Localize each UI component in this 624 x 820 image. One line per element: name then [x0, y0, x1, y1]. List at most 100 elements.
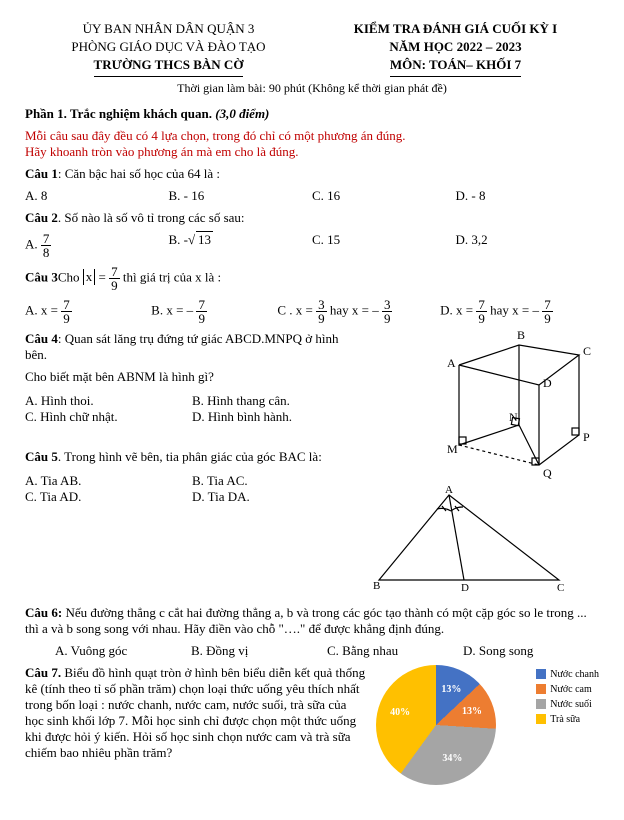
legend-swatch: [536, 714, 546, 724]
q2-opt-c: C. 15: [312, 232, 456, 259]
legend-swatch: [536, 684, 546, 694]
pie-chart: [376, 665, 496, 785]
school-name: TRƯỜNG THCS BÀN CỜ: [94, 56, 244, 76]
q3-num: Câu 3: [25, 269, 58, 284]
q2-opt-d: D. 3,2: [456, 232, 600, 259]
question-7-row: Câu 7. Biểu đồ hình quạt tròn ở hình bên…: [25, 665, 599, 800]
legend-item: Trà sữa: [536, 714, 599, 725]
q3-opt-c: C . x = 39 hay x = – 39: [277, 298, 436, 325]
part1-score: (3,0 điểm): [215, 106, 269, 121]
question-3: Câu 3Cho x = 79 thì giá trị của x là :: [25, 265, 599, 292]
svg-text:B: B: [517, 328, 525, 342]
triangle-figure: A B D C: [369, 485, 569, 595]
svg-text:D: D: [461, 582, 469, 594]
instruction-2: Hãy khoanh tròn vào phương án mà em cho …: [25, 144, 599, 160]
header-left: ỦY BAN NHÂN DÂN QUẬN 3 PHÒNG GIÁO DỤC VÀ…: [25, 20, 312, 77]
q3-options: A. x = 79 B. x = – 79 C . x = 39 hay x =…: [25, 298, 599, 325]
header-right: KIỂM TRA ĐÁNH GIÁ CUỐI KỲ I NĂM HỌC 2022…: [312, 20, 599, 77]
q2-stem: . Số nào là số vô tỉ trong các số sau:: [58, 210, 245, 225]
school-year: NĂM HỌC 2022 – 2023: [312, 38, 599, 56]
legend-label: Nước suối: [550, 699, 592, 710]
q5-opt-a: A. Tia AB.: [25, 473, 192, 489]
legend-label: Trà sữa: [550, 714, 580, 725]
q5-stem: . Trong hình vẽ bên, tia phân giác của g…: [58, 449, 322, 464]
q1-opt-a: A. 8: [25, 188, 169, 204]
q4-opt-b: B. Hình thang cân.: [192, 393, 359, 409]
q1-opt-d: D. - 8: [456, 188, 600, 204]
q4-sub: Cho biết mặt bên ABNM là hình gì?: [25, 369, 359, 385]
q4-opt-d: D. Hình bình hành.: [192, 409, 359, 425]
pie-slice-label: 40%: [390, 707, 410, 718]
question-4: Câu 4: Quan sát lăng trụ đứng tứ giác AB…: [25, 331, 359, 363]
q4-q5-row: Câu 4: Quan sát lăng trụ đứng tứ giác AB…: [25, 325, 599, 599]
q1-stem: : Căn bậc hai số học của 64 là :: [58, 166, 220, 181]
svg-text:Q: Q: [543, 466, 552, 480]
q4-opt-a: A. Hình thoi.: [25, 393, 192, 409]
q5-options-2: C. Tia AD. D. Tia DA.: [25, 489, 359, 505]
q6-options: A. Vuông góc B. Đồng vị C. Bằng nhau D. …: [25, 643, 599, 659]
q3-opt-a: A. x = 79: [25, 298, 147, 325]
instruction-1: Mỗi câu sau đây đều có 4 lựa chọn, trong…: [25, 128, 599, 144]
svg-text:A: A: [447, 356, 456, 370]
q4-q5-left: Câu 4: Quan sát lăng trụ đứng tứ giác AB…: [25, 325, 359, 505]
q4-stem: : Quan sát lăng trụ đứng tứ giác ABCD.MN…: [25, 331, 338, 362]
q5-opt-b: B. Tia AC.: [192, 473, 359, 489]
time-limit: Thời gian làm bài: 90 phút (Không kể thờ…: [25, 81, 599, 96]
q4-num: Câu 4: [25, 331, 58, 346]
q6-opt-b: B. Đồng vị: [191, 643, 327, 659]
svg-text:P: P: [583, 430, 590, 444]
legend-item: Nước suối: [536, 699, 599, 710]
part1-heading: Phần 1. Trắc nghiệm khách quan. (3,0 điể…: [25, 106, 599, 122]
part1-title: Phần 1. Trắc nghiệm khách quan.: [25, 106, 212, 121]
q3-pre: Cho: [58, 269, 83, 284]
question-5: Câu 5. Trong hình vẽ bên, tia phân giác …: [25, 449, 359, 465]
q2-opt-a: A. 78: [25, 232, 169, 259]
q4-opt-c: C. Hình chữ nhật.: [25, 409, 192, 425]
legend-swatch: [536, 669, 546, 679]
q4-options: A. Hình thoi. B. Hình thang cân.: [25, 393, 359, 409]
svg-text:M: M: [447, 442, 458, 456]
legend-label: Nước cam: [550, 684, 592, 695]
subject: MÔN: TOÁN– KHỐI 7: [390, 56, 521, 76]
q6-opt-a: A. Vuông góc: [55, 643, 191, 659]
q5-opt-d: D. Tia DA.: [192, 489, 359, 505]
q2-opt-b: B. -13: [169, 232, 313, 259]
q5-opt-c: C. Tia AD.: [25, 489, 192, 505]
legend-swatch: [536, 699, 546, 709]
q3-opt-d: D. x = 79 hay x = – 79: [440, 298, 599, 325]
q2-num: Câu 2: [25, 210, 58, 225]
q1-opt-b: B. - 16: [169, 188, 313, 204]
exam-title: KIỂM TRA ĐÁNH GIÁ CUỐI KỲ I: [312, 20, 599, 38]
pie-chart-container: 13%13%34%40%: [376, 665, 526, 800]
q4-options-2: C. Hình chữ nhật. D. Hình bình hành.: [25, 409, 359, 425]
svg-text:D: D: [543, 376, 552, 390]
svg-text:B: B: [373, 580, 380, 592]
q7-num: Câu 7.: [25, 665, 61, 680]
q3-opt-b: B. x = – 79: [151, 298, 273, 325]
q6-num: Câu 6:: [25, 605, 62, 620]
question-1: Câu 1: Căn bậc hai số học của 64 là :: [25, 166, 599, 182]
question-2: Câu 2. Số nào là số vô tỉ trong các số s…: [25, 210, 599, 226]
svg-text:C: C: [583, 344, 591, 358]
q6-opt-d: D. Song song: [463, 643, 599, 659]
q1-opt-c: C. 16: [312, 188, 456, 204]
svg-text:N: N: [509, 410, 518, 424]
org-line-1: ỦY BAN NHÂN DÂN QUẬN 3: [25, 20, 312, 38]
pie-slice-label: 13%: [462, 706, 482, 717]
svg-text:C: C: [557, 582, 564, 594]
q7-stem: Biểu đồ hình quạt tròn ở hình bên biểu d…: [25, 665, 365, 760]
svg-text:A: A: [445, 485, 453, 496]
q4-q5-figures: A B C D M N P Q A B D C: [369, 325, 599, 599]
document-header: ỦY BAN NHÂN DÂN QUẬN 3 PHÒNG GIÁO DỤC VÀ…: [25, 20, 599, 77]
q6-opt-c: C. Bằng nhau: [327, 643, 463, 659]
pie-slice-label: 34%: [442, 753, 462, 764]
question-6: Câu 6: Nếu đường thẳng c cắt hai đường t…: [25, 605, 599, 637]
q6-stem: Nếu đường thẳng c cắt hai đường thẳng a,…: [25, 605, 587, 636]
q7-text: Câu 7. Biểu đồ hình quạt tròn ở hình bên…: [25, 665, 366, 761]
q1-num: Câu 1: [25, 166, 58, 181]
q5-num: Câu 5: [25, 449, 58, 464]
org-line-2: PHÒNG GIÁO DỤC VÀ ĐÀO TẠO: [25, 38, 312, 56]
pie-legend: Nước chanhNước camNước suốiTrà sữa: [536, 665, 599, 729]
q2-options: A. 78 B. -13 C. 15 D. 3,2: [25, 232, 599, 259]
prism-figure: A B C D M N P Q: [439, 325, 599, 485]
